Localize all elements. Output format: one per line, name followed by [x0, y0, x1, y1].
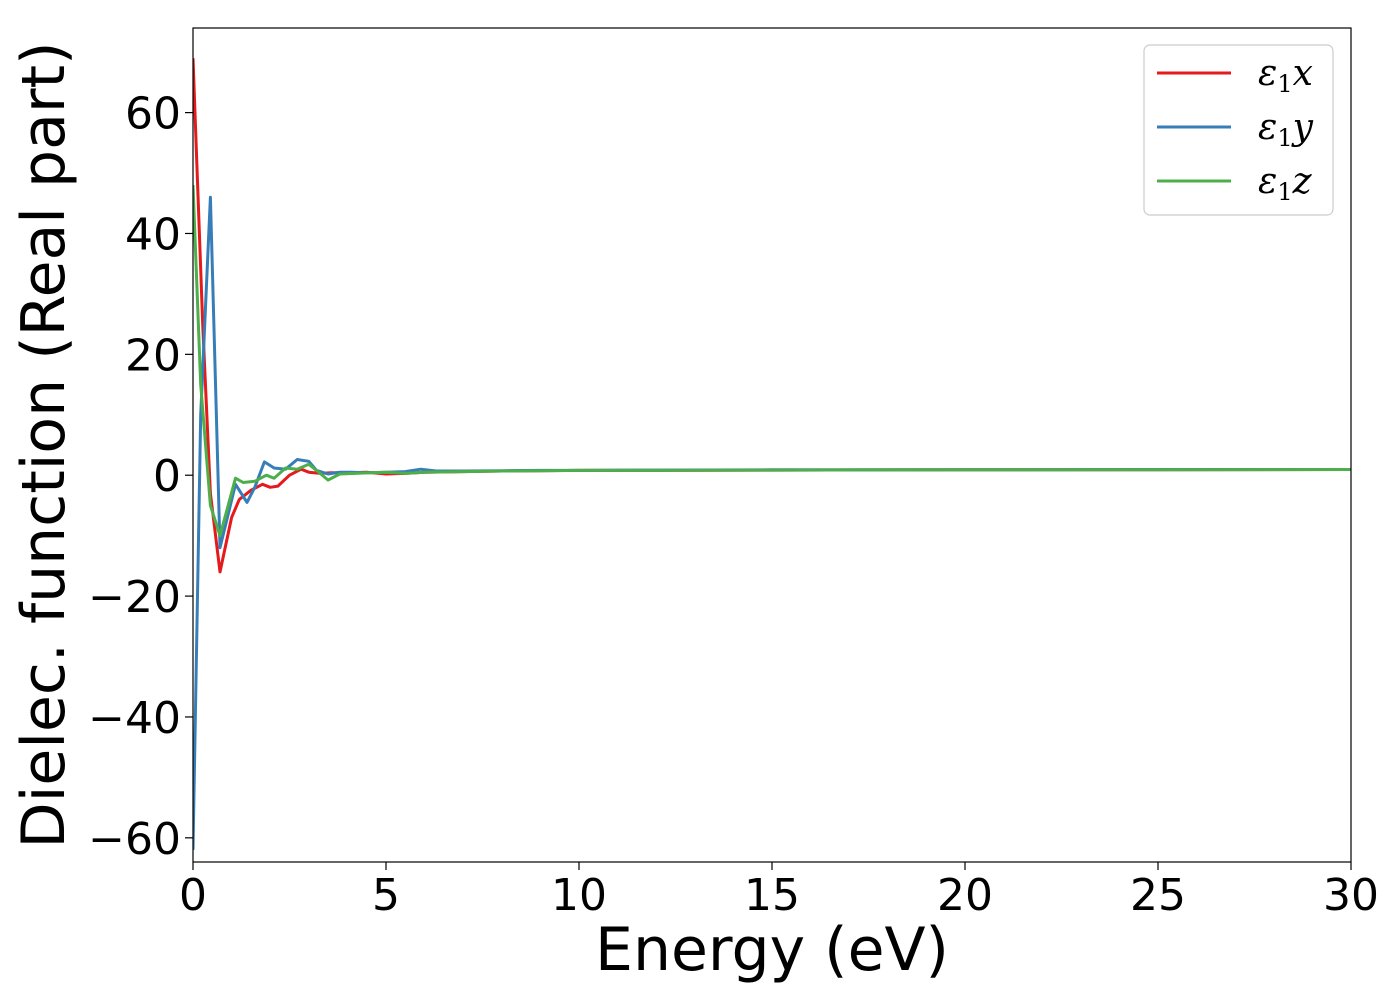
- y-tick-label: 60: [125, 89, 181, 140]
- y-axis: −60 −40 −20 0 20 40 60: [88, 89, 193, 865]
- legend-label-x: ε1x: [1258, 53, 1313, 98]
- x-tick-label: 0: [179, 870, 207, 921]
- legend-label-z: ε1z: [1258, 161, 1313, 206]
- x-tick-label: 20: [937, 870, 993, 921]
- y-tick-label: −60: [88, 814, 181, 865]
- x-axis: 0 5 10 15 20 25 30: [179, 862, 1379, 921]
- series-line-y: [193, 195, 1351, 850]
- x-tick-label: 30: [1323, 870, 1379, 921]
- x-tick-label: 25: [1130, 870, 1186, 921]
- x-axis-label: Energy (eV): [595, 915, 949, 985]
- y-tick-label: −20: [88, 572, 181, 623]
- y-axis-label: Dielec. function (Real part): [9, 42, 79, 849]
- y-tick-label: 0: [153, 451, 181, 502]
- y-tick-label: 40: [125, 209, 181, 260]
- x-tick-label: 5: [372, 870, 400, 921]
- y-tick-label: −40: [88, 693, 181, 744]
- legend-label-y: ε1y: [1258, 107, 1314, 152]
- legend: ε1x ε1y ε1z: [1143, 44, 1334, 216]
- x-tick-label: 15: [744, 870, 800, 921]
- series-layer: [193, 58, 1351, 850]
- legend-box: [1143, 44, 1334, 216]
- y-tick-label: 20: [125, 330, 181, 381]
- x-tick-label: 10: [551, 870, 607, 921]
- series-line-z: [193, 185, 1351, 538]
